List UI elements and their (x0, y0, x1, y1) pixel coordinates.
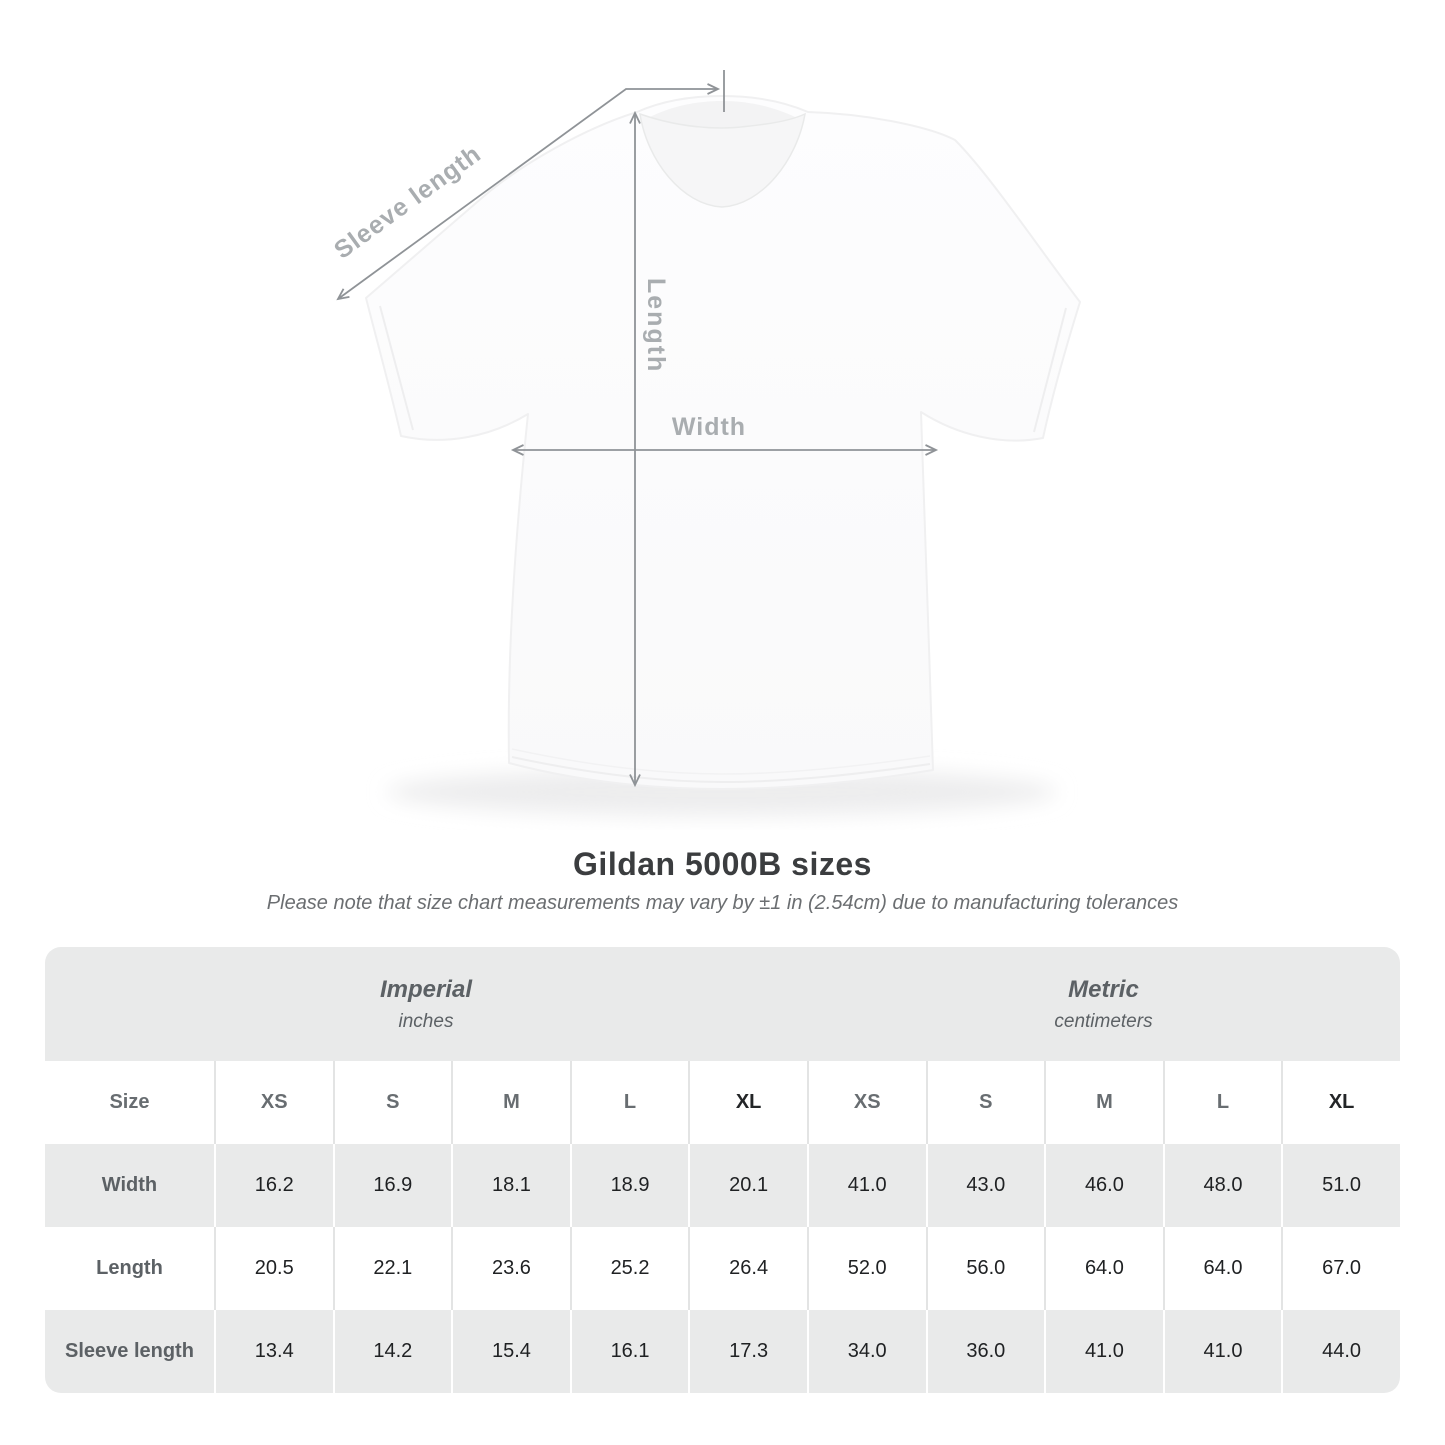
tolerance-note: Please note that size chart measurements… (266, 892, 1179, 914)
sleeve-imperial-xl: 17.3 (688, 1310, 807, 1393)
width-metric-xs: 41.0 (806, 1144, 926, 1227)
imperial-unit-group: Imperial inches (45, 947, 807, 1061)
left-cuff-seam (379, 305, 414, 431)
width-row-label: Width (101, 1174, 158, 1196)
sleeve-row-label: Sleeve length (65, 1340, 194, 1362)
page-title: Gildan 5000B sizes (573, 846, 872, 882)
sleeve-imperial-xs: 13.4 (213, 1310, 333, 1393)
sleeve-metric-xs: 34.0 (806, 1310, 926, 1393)
length-imperial-m: 23.6 (451, 1227, 570, 1310)
length-imperial-l: 25.2 (569, 1227, 689, 1310)
hem-seam-upper (511, 748, 931, 775)
length-imperial-xl: 26.4 (688, 1227, 807, 1310)
length-imperial-xs: 20.5 (213, 1227, 333, 1310)
size-header-row: Size XS S M L XL XS S M L XL (45, 1061, 1400, 1144)
header-metric-m: M (1044, 1061, 1163, 1144)
width-imperial-l: 18.9 (569, 1144, 689, 1227)
width-imperial-xl: 20.1 (688, 1144, 807, 1227)
metric-unit-group: Metric centimeters (807, 947, 1400, 1061)
length-dimension-label: Length (642, 278, 670, 374)
sleeve-metric-xl: 44.0 (1281, 1310, 1400, 1393)
length-metric-xl: 67.0 (1281, 1227, 1400, 1310)
imperial-unit: inches (398, 1010, 454, 1032)
hem-seam-lower (511, 756, 931, 784)
tshirt-graphic (336, 70, 1081, 816)
header-metric-xl: XL (1281, 1061, 1400, 1144)
size-column-header: Size (109, 1091, 150, 1113)
width-metric-m: 46.0 (1044, 1144, 1163, 1227)
header-metric-l: L (1162, 1061, 1282, 1144)
header-imperial-xl: XL (688, 1061, 807, 1144)
length-imperial-s: 22.1 (332, 1227, 452, 1310)
width-imperial-m: 18.1 (451, 1144, 570, 1227)
width-dimension-label: Width (671, 413, 747, 441)
header-imperial-s: S (332, 1061, 452, 1144)
header-metric-s: S (925, 1061, 1045, 1144)
metric-unit: centimeters (1054, 1010, 1153, 1032)
unit-header-band: Imperial inches Metric centimeters (45, 947, 1400, 1061)
sleeve-length-arrow (336, 83, 721, 301)
length-row: Length 20.5 22.1 23.6 25.2 26.4 52.0 56.… (45, 1227, 1400, 1310)
sleeve-imperial-l: 16.1 (569, 1310, 689, 1393)
header-imperial-m: M (451, 1061, 570, 1144)
sleeve-length-row: Sleeve length 13.4 14.2 15.4 16.1 17.3 3… (45, 1310, 1400, 1393)
tshirt-measurement-diagram: Sleeve length Length Width (329, 70, 1081, 816)
length-metric-l: 64.0 (1162, 1227, 1282, 1310)
tshirt-ground-shadow (387, 768, 1057, 816)
width-imperial-s: 16.9 (332, 1144, 452, 1227)
sleeve-metric-s: 36.0 (925, 1310, 1045, 1393)
length-metric-xs: 52.0 (806, 1227, 926, 1310)
width-row: Width 16.2 16.9 18.1 18.9 20.1 41.0 43.0… (45, 1144, 1400, 1227)
size-table: Imperial inches Metric centimeters Size … (45, 947, 1400, 1393)
sleeve-imperial-m: 15.4 (451, 1310, 570, 1393)
sleeve-imperial-s: 14.2 (332, 1310, 452, 1393)
sleeve-metric-m: 41.0 (1044, 1310, 1163, 1393)
metric-label: Metric (1068, 975, 1139, 1003)
length-metric-s: 56.0 (925, 1227, 1045, 1310)
sleeve-metric-l: 41.0 (1162, 1310, 1282, 1393)
width-metric-s: 43.0 (925, 1144, 1045, 1227)
length-metric-m: 64.0 (1044, 1227, 1163, 1310)
length-row-label: Length (96, 1257, 163, 1279)
imperial-label: Imperial (379, 975, 472, 1003)
width-metric-xl: 51.0 (1281, 1144, 1400, 1227)
width-metric-l: 48.0 (1162, 1144, 1282, 1227)
header-metric-xs: XS (806, 1061, 926, 1144)
right-cuff-seam (1033, 307, 1067, 433)
header-imperial-l: L (569, 1061, 689, 1144)
width-imperial-xs: 16.2 (213, 1144, 333, 1227)
header-imperial-xs: XS (213, 1061, 333, 1144)
